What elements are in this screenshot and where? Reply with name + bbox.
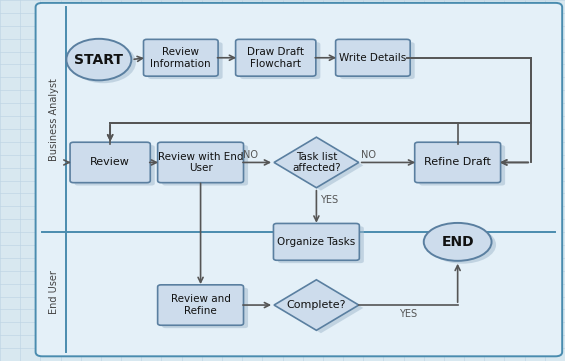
Ellipse shape: [424, 223, 492, 261]
FancyBboxPatch shape: [75, 145, 155, 186]
Text: Task list
affected?: Task list affected?: [292, 152, 341, 173]
Text: NO: NO: [243, 149, 258, 160]
FancyBboxPatch shape: [419, 145, 505, 186]
FancyBboxPatch shape: [162, 288, 248, 328]
Text: Write Details: Write Details: [339, 53, 407, 63]
FancyBboxPatch shape: [158, 142, 244, 183]
Text: YES: YES: [399, 309, 418, 319]
FancyBboxPatch shape: [336, 39, 410, 76]
Text: Complete?: Complete?: [286, 300, 346, 310]
Ellipse shape: [66, 39, 131, 80]
Text: End User: End User: [49, 270, 59, 314]
Text: END: END: [441, 235, 474, 249]
FancyBboxPatch shape: [148, 42, 223, 79]
Text: Review: Review: [90, 157, 130, 168]
Polygon shape: [274, 280, 359, 330]
FancyBboxPatch shape: [36, 3, 562, 356]
FancyBboxPatch shape: [236, 39, 316, 76]
Text: Review with End
User: Review with End User: [158, 152, 244, 173]
Text: Business Analyst: Business Analyst: [49, 78, 59, 161]
FancyBboxPatch shape: [162, 145, 248, 186]
Ellipse shape: [71, 42, 136, 83]
Ellipse shape: [428, 226, 496, 264]
FancyBboxPatch shape: [415, 142, 501, 183]
FancyBboxPatch shape: [144, 39, 218, 76]
Text: Review and
Refine: Review and Refine: [171, 294, 231, 316]
FancyBboxPatch shape: [240, 42, 320, 79]
Text: YES: YES: [320, 195, 338, 205]
Text: START: START: [75, 53, 123, 66]
Text: NO: NO: [362, 149, 376, 160]
Polygon shape: [279, 140, 363, 191]
Polygon shape: [274, 137, 359, 188]
FancyBboxPatch shape: [70, 142, 150, 183]
FancyBboxPatch shape: [340, 42, 415, 79]
FancyBboxPatch shape: [273, 223, 359, 260]
FancyBboxPatch shape: [158, 285, 244, 325]
FancyBboxPatch shape: [278, 226, 364, 263]
Text: Draw Draft
Flowchart: Draw Draft Flowchart: [247, 47, 304, 69]
Polygon shape: [279, 283, 363, 333]
Text: Organize Tasks: Organize Tasks: [277, 237, 355, 247]
Text: Review
Information: Review Information: [150, 47, 211, 69]
Text: Refine Draft: Refine Draft: [424, 157, 491, 168]
